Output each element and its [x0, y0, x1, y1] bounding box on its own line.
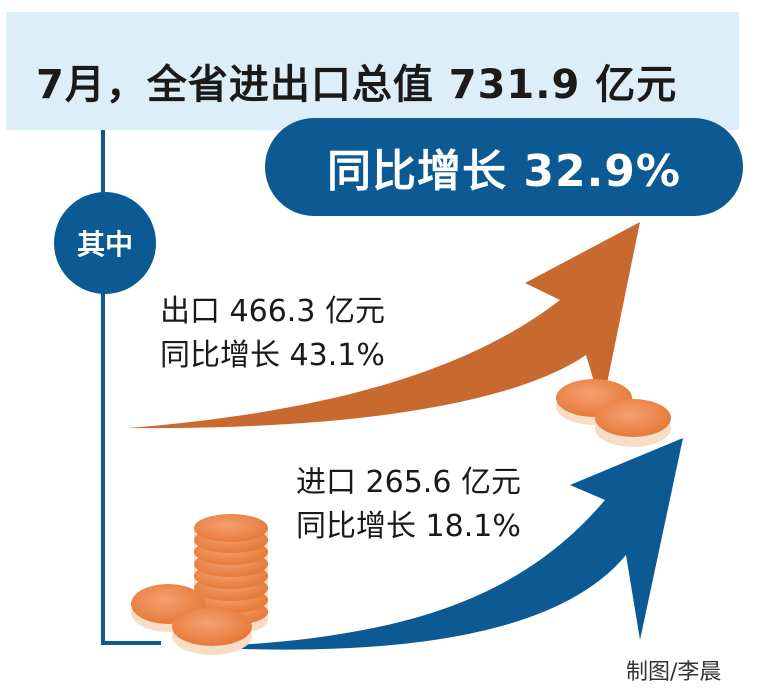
- credit-line: 制图/李晨: [626, 660, 722, 685]
- overall-growth-text: 同比增长 32.9%: [327, 146, 681, 197]
- connector-horizontal-line: [101, 641, 161, 645]
- qizhong-badge-label: 其中: [76, 228, 133, 261]
- export-growth-label: 同比增长 43.1%: [160, 338, 385, 373]
- headline-total: 7月，全省进出口总值 731.9 亿元: [36, 62, 678, 108]
- import-growth-label: 同比增长 18.1%: [296, 509, 521, 544]
- qizhong-badge: 其中: [54, 192, 156, 294]
- export-value-label: 出口 466.3 亿元: [160, 294, 385, 329]
- export-coins: [556, 379, 671, 447]
- overall-growth-pill: 同比增长 32.9%: [265, 118, 743, 216]
- export-arrow: [128, 222, 640, 429]
- import-arrow: [195, 438, 683, 650]
- connector-vertical-line: [101, 130, 105, 645]
- title-band: 7月，全省进出口总值 731.9 亿元: [6, 12, 739, 130]
- import-value-label: 进口 265.6 亿元: [296, 465, 521, 500]
- import-coin-stack: [131, 514, 268, 655]
